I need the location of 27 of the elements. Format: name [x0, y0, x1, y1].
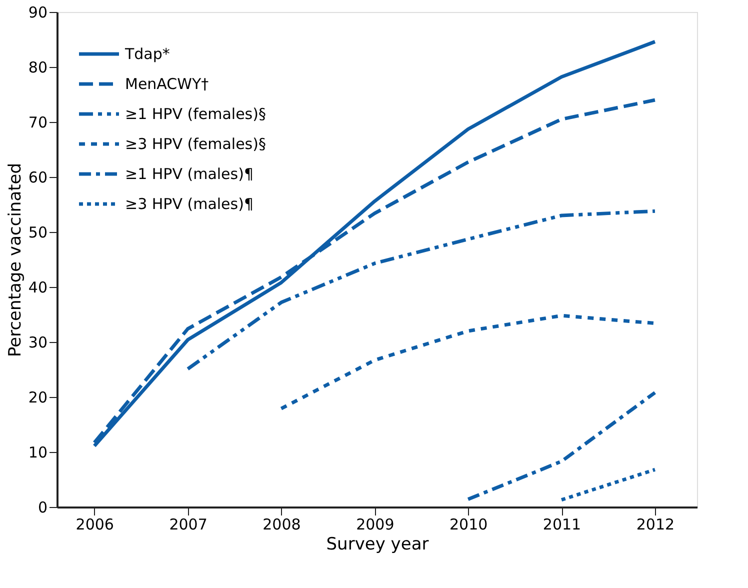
- legend-label: MenACWY†: [125, 75, 210, 93]
- x-tick-label: 2011: [542, 516, 582, 534]
- legend-label: ≥3 HPV (females)§: [125, 135, 266, 153]
- legend-label: Tdap*: [124, 45, 170, 63]
- legend-label: ≥3 HPV (males)¶: [125, 195, 254, 213]
- y-tick-label: 90: [28, 4, 48, 22]
- y-tick-label: 80: [28, 58, 48, 76]
- line-series: [186, 209, 657, 371]
- legend-label: ≥1 HPV (males)¶: [125, 165, 254, 183]
- y-tick-label: 40: [28, 278, 48, 296]
- y-tick-label: 60: [28, 168, 48, 186]
- line-series: [92, 40, 657, 448]
- x-tick-label: 2009: [356, 516, 394, 534]
- x-tick-label: 2012: [636, 516, 675, 534]
- y-tick-label: 0: [38, 498, 48, 516]
- legend-label: ≥1 HPV (females)§: [125, 105, 266, 123]
- x-axis-title: Survey year: [326, 534, 429, 554]
- x-tick-label: 2007: [169, 516, 208, 534]
- y-axis-title: Percentage vaccinated: [5, 162, 26, 358]
- y-tick-label: 30: [28, 334, 48, 352]
- x-tick-label: 2010: [450, 516, 488, 534]
- y-tick-label: 50: [28, 224, 48, 242]
- x-tick-label: 2006: [76, 516, 114, 534]
- y-tick-label: 20: [28, 388, 48, 406]
- x-tick-label: 2008: [262, 516, 301, 534]
- y-tick-label: 10: [28, 444, 48, 462]
- y-tick-label: 70: [28, 114, 48, 132]
